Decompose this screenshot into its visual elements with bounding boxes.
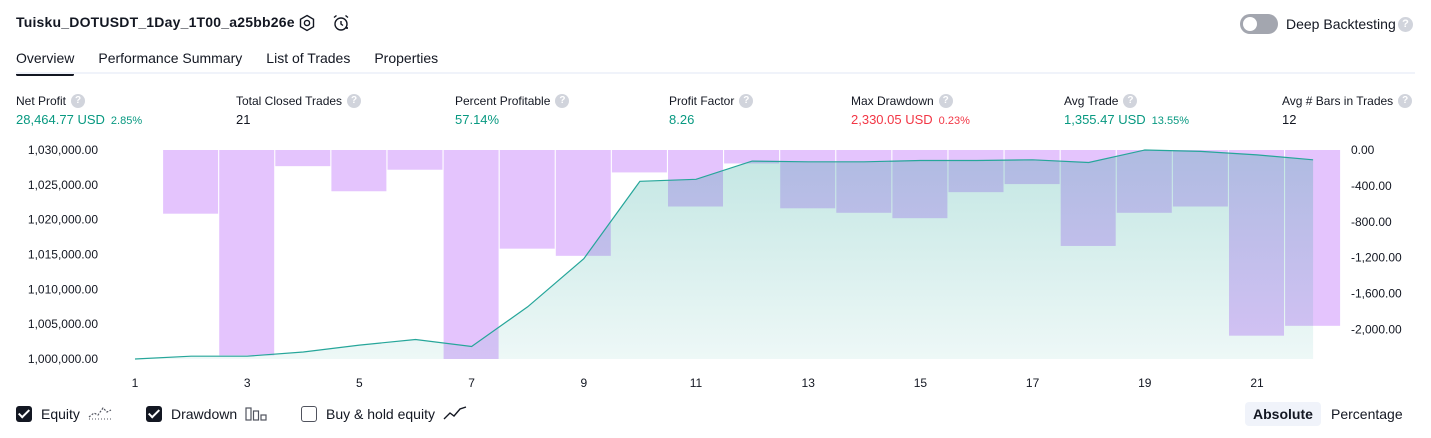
equity-line-icon [88,405,112,424]
drawdown-bar [611,150,667,173]
x-tick-label: 9 [580,376,587,390]
tab-bar: Overview Performance Summary List of Tra… [16,48,462,76]
y-left-tick-label: 1,010,000.00 [28,282,98,296]
help-icon[interactable]: ? [1398,94,1413,108]
deep-backtesting-toggle[interactable] [1240,14,1278,34]
metric-max-drawdown: Max Drawdown? 2,330.05 USD 0.23% [851,94,970,127]
equity-checkbox[interactable] [16,406,32,422]
y-right-tick-label: -1,600.00 [1351,287,1402,301]
metric-value: 12 [1282,112,1297,127]
y-left-tick-label: 1,020,000.00 [28,213,98,227]
buy-hold-line-icon [443,405,467,424]
metric-percent: 0.23% [938,115,970,127]
drawdown-bar [219,150,275,356]
y-left-tick-label: 1,030,000.00 [28,143,98,157]
y-left-tick-label: 1,000,000.00 [28,352,98,366]
drawdown-bar [163,150,219,214]
legend-buy-hold-equity[interactable]: Buy & hold equity [301,404,467,424]
y-left-tick-label: 1,025,000.00 [28,178,98,192]
drawdown-checkbox[interactable] [146,406,162,422]
metric-value: 1,355.47 USD [1064,112,1146,127]
drawdown-bars-icon [245,405,267,424]
equity-area [135,150,1314,359]
drawdown-bar [331,150,387,192]
metric-avg-trade: Avg Trade? 1,355.47 USD 13.55% [1064,94,1189,127]
x-tick-label: 11 [690,376,703,390]
help-icon[interactable]: ? [347,94,362,108]
equity-drawdown-chart: 1,030,000.00 1,025,000.00 1,020,000.00 1,01… [28,143,1402,390]
deep-backtesting-help-icon[interactable]: ? [1398,17,1413,32]
tab-list-of-trades[interactable]: List of Trades [266,50,351,66]
absolute-button[interactable]: Absolute [1245,402,1321,426]
y-left-tick-label: 1,015,000.00 [28,248,98,262]
metric-value: 28,464.77 USD [16,112,105,127]
toggle-knob [1243,17,1257,31]
equity-line [134,149,1314,360]
drawdown-bar [724,150,780,164]
metric-label: Net Profit [16,94,67,108]
metric-label: Profit Factor [669,94,735,108]
metric-percent: 13.55% [1151,115,1189,127]
metric-label: Avg Trade [1064,94,1119,108]
metric-total-closed-trades: Total Closed Trades? 21 [236,94,362,127]
settings-icon[interactable] [297,13,317,33]
metric-value: 2,330.05 USD [851,112,933,127]
x-tick-label: 13 [802,376,816,390]
y-right-tick-label: 0.00 [1351,143,1375,157]
y-right-tick-label: -1,200.00 [1351,251,1402,265]
alarm-clock-icon[interactable] [331,13,351,33]
metric-percent: 2.85% [110,115,143,127]
drawdown-bar [275,150,331,167]
tab-properties[interactable]: Properties [374,50,439,66]
y-left-tick-label: 1,005,000.00 [28,317,98,331]
help-icon[interactable]: ? [555,94,570,108]
metric-profit-factor: Profit Factor? 8.26 [669,94,754,127]
deep-backtesting-label: Deep Backtesting [1286,16,1396,32]
help-icon[interactable]: ? [1123,94,1138,108]
metric-value: 57.14% [455,112,500,127]
drawdown-bar [499,150,555,249]
y-right-tick-label: -400.00 [1351,179,1392,193]
drawdown-bar [387,150,443,170]
strategy-title: Tuisku_DOTUSDT_1Day_1T00_a25bb26e [16,14,295,30]
x-tick-label: 5 [356,376,363,390]
legend-equity[interactable]: Equity [16,404,112,424]
metric-avg-bars-in-trades: Avg # Bars in Trades? 12 [1282,94,1413,127]
x-tick-label: 7 [468,376,475,390]
x-tick-label: 15 [914,376,928,390]
x-tick-label: 17 [1026,376,1040,390]
help-icon[interactable]: ? [71,94,86,108]
legend-drawdown[interactable]: Drawdown [146,404,267,424]
metric-percent-profitable: Percent Profitable? 57.14% [455,94,570,127]
y-right-tick-label: -800.00 [1351,215,1392,229]
help-icon[interactable]: ? [938,94,953,108]
metric-value: 8.26 [669,112,695,127]
x-tick-label: 3 [244,376,251,390]
x-tick-label: 1 [132,376,139,390]
tab-divider [16,72,1415,74]
percentage-button[interactable]: Percentage [1331,406,1403,422]
legend-label: Drawdown [171,406,238,422]
drawdown-bar [443,150,499,359]
help-icon[interactable]: ? [739,94,754,108]
x-tick-label: 19 [1138,376,1152,390]
y-right-tick-label: -2,000.00 [1351,322,1402,336]
metric-net-profit: Net Profit? 28,464.77 USD 2.85% [16,94,142,127]
metric-label: Avg # Bars in Trades [1282,94,1394,108]
buy-hold-checkbox[interactable] [301,406,317,422]
metric-label: Total Closed Trades [236,94,343,108]
metric-label: Max Drawdown [851,94,934,108]
x-tick-label: 21 [1250,376,1264,390]
tab-performance-summary[interactable]: Performance Summary [98,50,243,66]
tab-overview[interactable]: Overview [16,48,75,76]
metric-label: Percent Profitable [455,94,551,108]
metric-value: 21 [236,112,251,127]
legend-label: Buy & hold equity [326,406,435,422]
legend-label: Equity [41,406,80,422]
